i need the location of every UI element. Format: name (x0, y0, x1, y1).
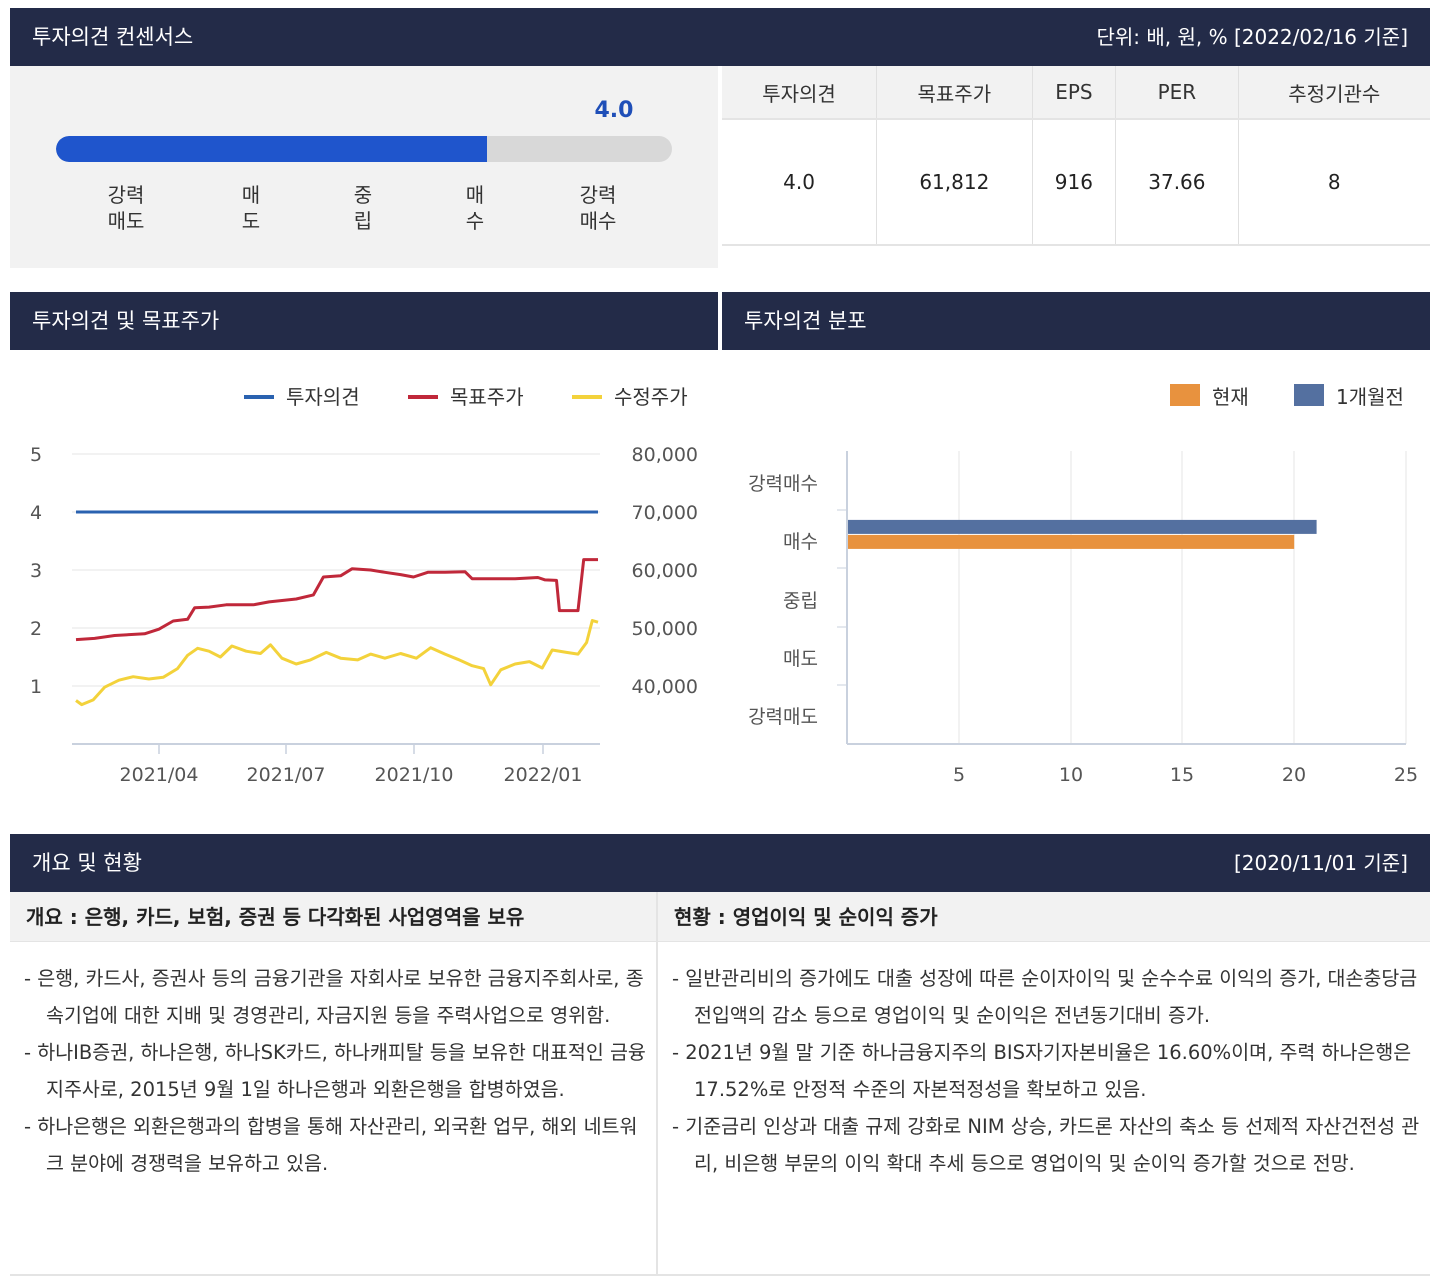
list-item: 2021년 9월 말 기준 하나금융지주의 BIS자기자본비율은 16.60%이… (672, 1034, 1420, 1108)
opinion-price-title: 투자의견 및 목표주가 (32, 309, 220, 333)
cell-per: 37.66 (1115, 118, 1239, 246)
col-opinion: 투자의견 (722, 66, 878, 119)
y-label-buy: 매수 (783, 531, 818, 553)
overview-left-heading: 개요 : 은행, 카드, 보험, 증권 등 다각화된 사업영역을 보유 (10, 892, 656, 942)
gauge-fill (56, 136, 488, 162)
cell-opinion: 4.0 (722, 118, 878, 246)
x-tick-20: 20 (1282, 764, 1306, 786)
list-item: 기준금리 인상과 대출 규제 강화로 NIM 상승, 카드론 자산의 축소 등 … (672, 1108, 1420, 1182)
line-chart-grid (72, 453, 600, 745)
right-tick-70000: 70,000 (632, 502, 698, 524)
y-label-strong-sell: 강력매도 (748, 706, 818, 728)
legend-swatch-month-ago (1294, 384, 1324, 406)
right-tick-80000: 80,000 (632, 444, 698, 466)
opinion-price-chart: 투자의견 목표주가 수정주가 5 4 3 2 1 80,000 70,000 6… (30, 385, 698, 786)
col-estimators: 추정기관수 (1238, 66, 1430, 119)
x-tick-15: 15 (1170, 764, 1194, 786)
legend-label-month-ago: 1개월전 (1336, 385, 1404, 409)
gauge-value: 4.0 (594, 98, 634, 123)
line-chart-legend: 투자의견 목표주가 수정주가 (244, 385, 688, 409)
gauge-label-strong-buy: 강력 매수 (579, 183, 617, 233)
legend-label-target: 목표주가 (450, 385, 524, 409)
gauge-label-strong-sell: 강력 매도 (107, 183, 145, 233)
overview-left-column: 개요 : 은행, 카드, 보험, 증권 등 다각화된 사업영역을 보유 은행, … (10, 892, 658, 1274)
cell-target-price: 61,812 (876, 118, 1033, 246)
opinion-price-header: 투자의견 및 목표주가 (10, 292, 718, 350)
x-tick-2021-07: 2021/07 (247, 764, 326, 786)
line-series (75, 510, 599, 707)
series-line-1 (75, 558, 598, 642)
bar-x-axis: 5 10 15 20 25 (953, 764, 1418, 786)
overview-right-list: 일반관리비의 증가에도 대출 성장에 따른 순이자이익 및 순수수료 이익의 증… (658, 942, 1430, 1182)
left-tick-5: 5 (30, 444, 42, 466)
consensus-table-header: 투자의견 목표주가 EPS PER 추정기관수 (722, 66, 1430, 119)
bar-1-1 (848, 519, 1317, 534)
consensus-title: 투자의견 컨센서스 (32, 25, 194, 49)
bar-chart-legend: 현재 1개월전 (1170, 384, 1404, 409)
right-axis: 80,000 70,000 60,000 50,000 40,000 (632, 444, 698, 698)
left-tick-1: 1 (30, 676, 42, 698)
series-line-2 (75, 619, 599, 707)
col-eps: EPS (1032, 66, 1117, 119)
cell-eps: 916 (1032, 118, 1117, 246)
x-tick-2021-10: 2021/10 (375, 764, 454, 786)
right-tick-60000: 60,000 (632, 560, 698, 582)
overview-panel: 개요 : 은행, 카드, 보험, 증권 등 다각화된 사업영역을 보유 은행, … (10, 892, 1430, 1276)
x-axis: 2021/04 2021/07 2021/10 2022/01 (120, 744, 583, 786)
distribution-header: 투자의견 분포 (722, 292, 1430, 350)
overview-left-list: 은행, 카드사, 증권사 등의 금융기관을 자회사로 보유한 금융지주회사로, … (10, 942, 656, 1182)
cell-estimators: 8 (1238, 118, 1430, 246)
overview-title: 개요 및 현황 (32, 851, 142, 875)
bar-0-1 (848, 534, 1295, 549)
overview-header: 개요 및 현황 [2020/11/01 기준] (10, 834, 1430, 892)
list-item: 일반관리비의 증가에도 대출 성장에 따른 순이자이익 및 순수수료 이익의 증… (672, 960, 1420, 1034)
x-tick-2021-04: 2021/04 (120, 764, 199, 786)
overview-right-column: 현황 : 영업이익 및 순이익 증가 일반관리비의 증가에도 대출 성장에 따른… (658, 892, 1430, 1274)
left-tick-4: 4 (30, 502, 42, 524)
legend-label-current: 현재 (1212, 385, 1249, 409)
right-tick-50000: 50,000 (632, 618, 698, 640)
x-tick-2022-01: 2022/01 (504, 764, 583, 786)
distribution-chart: 현재 1개월전 강력매수 매수 중립 매도 강력매도 5 10 15 20 25 (748, 384, 1418, 786)
bar-series (848, 519, 1317, 549)
overview-date-note: [2020/11/01 기준] (1233, 851, 1408, 875)
bar-y-axis: 강력매수 매수 중립 매도 강력매도 (748, 473, 818, 728)
col-per: PER (1115, 66, 1239, 119)
consensus-unit-note: 단위: 배, 원, % [2022/02/16 기준] (1096, 25, 1408, 49)
overview-right-heading: 현황 : 영업이익 및 순이익 증가 (658, 892, 1430, 942)
y-label-strong-buy: 강력매수 (748, 473, 818, 495)
bar-chart-grid (837, 451, 1407, 745)
left-tick-2: 2 (30, 618, 42, 640)
x-tick-25: 25 (1394, 764, 1418, 786)
col-target-price: 목표주가 (876, 66, 1033, 119)
x-tick-5: 5 (953, 764, 965, 786)
y-label-neutral: 중립 (783, 590, 818, 612)
list-item: 하나은행은 외환은행과의 합병을 통해 자산관리, 외국환 업무, 해외 네트워… (24, 1108, 646, 1182)
x-tick-10: 10 (1059, 764, 1083, 786)
consensus-header: 투자의견 컨센서스 단위: 배, 원, % [2022/02/16 기준] (10, 8, 1430, 66)
legend-label-adjusted: 수정주가 (614, 385, 688, 409)
left-axis: 5 4 3 2 1 (30, 444, 42, 698)
gauge-track (56, 136, 672, 162)
list-item: 하나IB증권, 하나은행, 하나SK카드, 하나캐피탈 등을 보유한 대표적인 … (24, 1034, 646, 1108)
consensus-table: 투자의견 목표주가 EPS PER 추정기관수 4.0 61,812 916 3… (722, 66, 1430, 246)
right-tick-40000: 40,000 (632, 676, 698, 698)
legend-swatch-current (1170, 384, 1200, 406)
left-tick-3: 3 (30, 560, 42, 582)
y-label-sell: 매도 (783, 648, 818, 670)
distribution-title: 투자의견 분포 (744, 309, 867, 333)
table-row: 4.0 61,812 916 37.66 8 (722, 118, 1430, 246)
list-item: 은행, 카드사, 증권사 등의 금융기관을 자회사로 보유한 금융지주회사로, … (24, 960, 646, 1034)
legend-label-opinion: 투자의견 (286, 385, 360, 409)
